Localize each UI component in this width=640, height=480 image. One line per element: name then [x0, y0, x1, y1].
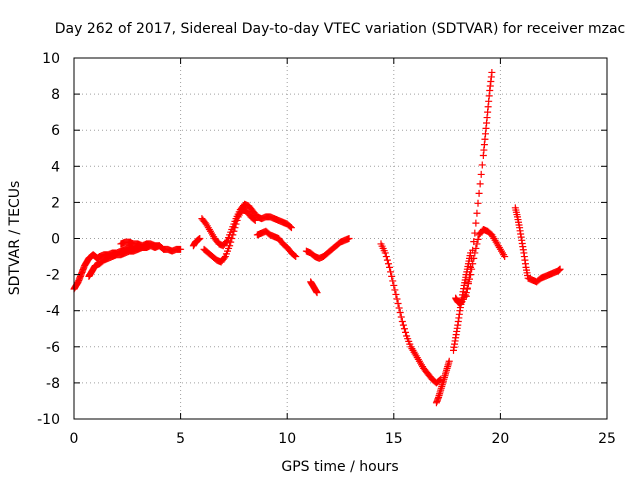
data-point: [465, 271, 473, 279]
data-point: [396, 309, 404, 317]
data-point: [391, 286, 399, 294]
data-point: [468, 255, 476, 263]
series-points: [253, 227, 300, 261]
data-point: [472, 244, 480, 252]
series-points: [198, 200, 295, 250]
data-point: [464, 278, 472, 286]
y-tick-label: -2: [46, 268, 60, 284]
data-point: [400, 325, 408, 333]
series-points: [307, 278, 321, 297]
data-point: [470, 238, 478, 246]
series-points: [85, 244, 150, 280]
data-point: [383, 256, 391, 264]
y-tick-label: 10: [42, 51, 60, 67]
y-tick-label: 8: [51, 87, 60, 103]
data-point: [488, 68, 496, 76]
data-point: [222, 238, 230, 246]
data-point: [389, 277, 397, 285]
data-point: [388, 272, 396, 280]
data-point: [382, 253, 390, 261]
data-point: [462, 292, 470, 300]
y-tick-label: 0: [51, 232, 60, 248]
data-point: [220, 254, 228, 262]
series-points: [377, 240, 445, 387]
data-point: [478, 161, 486, 169]
y-tick-labels: -10 -8 -6 -4 -2 0 2 4 6 8 10: [37, 51, 60, 428]
y-axis-label: SDTVAR / TECUs: [7, 181, 23, 296]
data-point: [474, 235, 482, 243]
data-point: [228, 235, 236, 242]
data-point: [463, 285, 471, 293]
y-tick-label: -8: [46, 376, 60, 392]
series-points: [189, 235, 204, 250]
data-points: [70, 68, 564, 407]
data-point: [291, 252, 299, 260]
y-tick-label: -6: [46, 340, 60, 356]
data-point: [398, 318, 406, 326]
series-points: [302, 235, 353, 262]
data-point: [476, 180, 484, 188]
data-point: [501, 253, 509, 261]
x-tick-label: 0: [70, 431, 79, 447]
data-point: [392, 290, 400, 298]
data-point: [251, 216, 259, 224]
data-point: [467, 263, 475, 271]
data-point: [397, 313, 405, 321]
data-point: [395, 304, 403, 312]
data-point: [292, 253, 300, 261]
plot-frame: [73, 57, 608, 420]
series-points: [462, 68, 496, 300]
data-point: [384, 260, 392, 268]
series-points: [117, 238, 163, 250]
x-tick-labels: 0 5 10 15 20 25: [70, 431, 616, 447]
data-point: [155, 242, 163, 250]
data-point: [556, 265, 564, 273]
data-point: [469, 260, 477, 268]
y-tick-label: -10: [37, 412, 60, 428]
data-point: [445, 357, 453, 365]
y-tick-label: -4: [46, 304, 60, 320]
y-tick-label: 6: [51, 123, 60, 139]
data-point: [399, 321, 407, 329]
data-point: [345, 235, 353, 242]
data-point: [469, 246, 477, 254]
x-tick-label: 20: [491, 431, 509, 447]
x-tick-label: 25: [598, 431, 616, 447]
data-point: [473, 209, 481, 217]
data-point: [287, 224, 295, 232]
data-point: [475, 189, 483, 197]
data-point: [387, 268, 395, 276]
data-point: [196, 235, 204, 242]
chart-title: Day 262 of 2017, Sidereal Day-to-day VTE…: [55, 21, 625, 37]
data-point: [313, 289, 321, 297]
series-points: [511, 204, 564, 286]
x-tick-label: 5: [176, 431, 185, 447]
data-point: [381, 249, 389, 257]
grid: [74, 58, 607, 419]
x-axis-label: GPS time / hours: [281, 459, 398, 475]
x-tick-label: 10: [278, 431, 296, 447]
data-point: [386, 263, 394, 271]
data-point: [226, 242, 234, 250]
data-point: [286, 223, 294, 231]
data-point: [390, 281, 398, 289]
data-point: [472, 219, 480, 227]
x-tick-label: 15: [385, 431, 403, 447]
y-tick-label: 2: [51, 195, 60, 211]
data-point: [393, 295, 401, 303]
data-point: [474, 199, 482, 207]
data-point: [477, 170, 485, 178]
data-point: [471, 229, 479, 237]
series-points: [432, 357, 453, 407]
data-point: [177, 245, 185, 253]
y-tick-label: 4: [51, 159, 60, 175]
axis-ticks: [73, 57, 608, 420]
data-point: [402, 328, 410, 336]
data-point: [394, 299, 402, 307]
